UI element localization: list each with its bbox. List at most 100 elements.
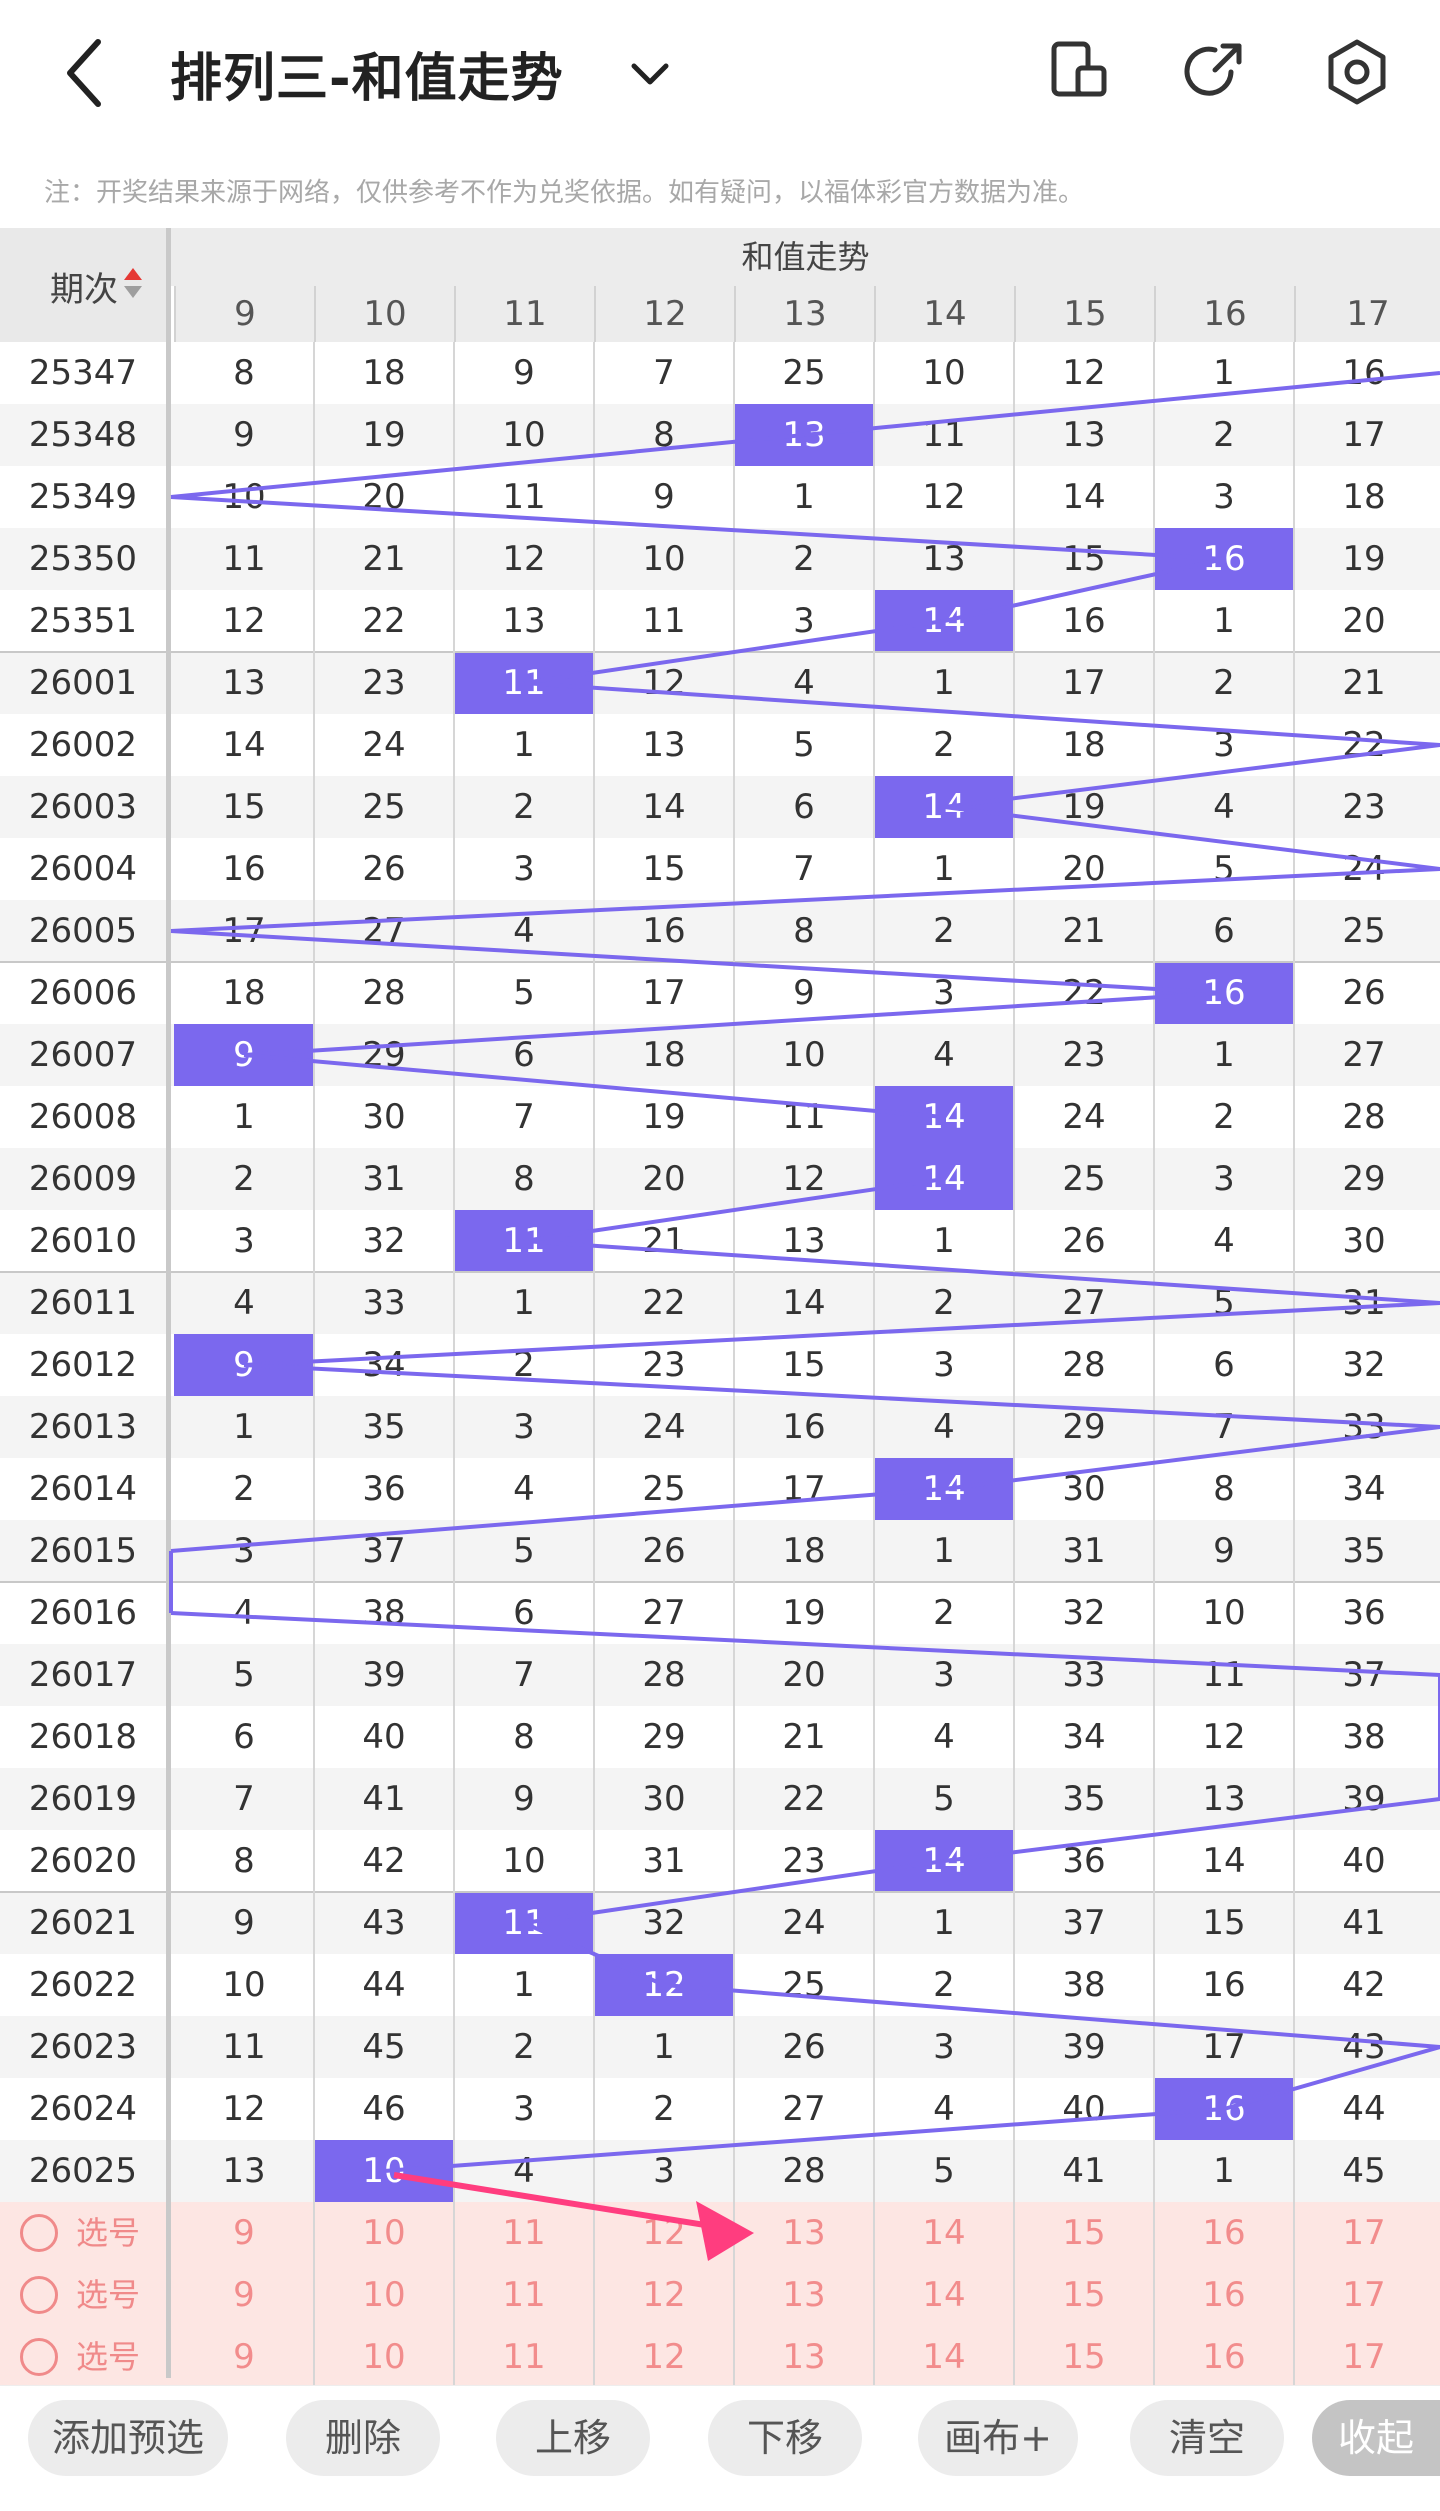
hit-cell: 11 bbox=[454, 1892, 594, 1954]
period-cell: 26022 bbox=[28, 1965, 138, 2005]
miss-cell: 16 bbox=[782, 1407, 826, 1447]
column-header-13: 13 bbox=[734, 286, 874, 342]
miss-cell: 17 bbox=[782, 1469, 826, 1509]
select-number-cell[interactable]: 9 bbox=[233, 2213, 255, 2253]
select-number-cell[interactable]: 11 bbox=[502, 2337, 546, 2377]
select-number-cell[interactable]: 13 bbox=[782, 2337, 826, 2377]
miss-cell: 7 bbox=[513, 1097, 535, 1137]
table-row: 26022 10 44 1 12 25 2 38 16 42 bbox=[0, 1954, 1440, 2016]
clear-button[interactable]: 清空 bbox=[1130, 2400, 1284, 2476]
period-cell: 26014 bbox=[28, 1469, 138, 1509]
collapse-button[interactable]: 收起 bbox=[1312, 2400, 1440, 2476]
miss-cell: 10 bbox=[222, 477, 266, 517]
select-number-cell[interactable]: 15 bbox=[1062, 2275, 1106, 2315]
group-separator bbox=[0, 1581, 1440, 1583]
column-header-17: 17 bbox=[1294, 286, 1440, 342]
miss-cell: 30 bbox=[362, 1097, 406, 1137]
miss-cell: 18 bbox=[1062, 725, 1106, 765]
select-toggle[interactable]: 选号 bbox=[0, 2326, 166, 2388]
select-number-cell[interactable]: 16 bbox=[1202, 2213, 1246, 2253]
select-number-cell[interactable]: 15 bbox=[1062, 2213, 1106, 2253]
period-cell: 26017 bbox=[28, 1655, 138, 1695]
miss-cell: 11 bbox=[502, 477, 546, 517]
select-number-cell[interactable]: 15 bbox=[1062, 2337, 1106, 2377]
miss-cell: 10 bbox=[1202, 1593, 1246, 1633]
miss-cell: 26 bbox=[642, 1531, 686, 1571]
miss-cell: 13 bbox=[222, 663, 266, 703]
period-cell: 26021 bbox=[28, 1903, 138, 1943]
miss-cell: 3 bbox=[513, 1407, 535, 1447]
period-cell: 26003 bbox=[28, 787, 138, 827]
select-toggle[interactable]: 选号 bbox=[0, 2202, 166, 2264]
hit-cell: 10 bbox=[314, 2140, 454, 2202]
select-number-cell[interactable]: 10 bbox=[362, 2213, 406, 2253]
select-number-cell[interactable]: 14 bbox=[922, 2337, 966, 2377]
miss-cell: 26 bbox=[782, 2027, 826, 2067]
select-number-cell[interactable]: 17 bbox=[1342, 2275, 1386, 2315]
share-icon[interactable] bbox=[1175, 32, 1255, 112]
miss-cell: 2 bbox=[793, 539, 815, 579]
miss-cell: 24 bbox=[782, 1903, 826, 1943]
select-number-cell[interactable]: 16 bbox=[1202, 2337, 1246, 2377]
select-toggle[interactable]: 选号 bbox=[0, 2264, 166, 2326]
miss-cell: 3 bbox=[233, 1221, 255, 1261]
radio-circle-icon[interactable] bbox=[20, 2214, 58, 2252]
miss-cell: 4 bbox=[513, 2151, 535, 2191]
miss-cell: 1 bbox=[1213, 601, 1235, 641]
chevron-down-icon[interactable] bbox=[620, 44, 680, 104]
phone-screen-icon[interactable] bbox=[1040, 32, 1120, 112]
period-cell: 26008 bbox=[28, 1097, 138, 1137]
table-row: 26008 1 30 7 19 11 14 24 2 28 bbox=[0, 1086, 1440, 1148]
settings-icon[interactable] bbox=[1317, 32, 1397, 112]
back-arrow-icon[interactable] bbox=[50, 28, 120, 118]
miss-cell: 37 bbox=[1062, 1903, 1106, 1943]
miss-cell: 18 bbox=[222, 973, 266, 1013]
select-number-cell[interactable]: 13 bbox=[782, 2213, 826, 2253]
select-number-cell[interactable]: 14 bbox=[922, 2275, 966, 2315]
miss-cell: 4 bbox=[233, 1283, 255, 1323]
select-number-cell[interactable]: 10 bbox=[362, 2275, 406, 2315]
miss-cell: 3 bbox=[653, 2151, 675, 2191]
select-number-cell[interactable]: 12 bbox=[642, 2213, 686, 2253]
period-header[interactable]: 期次 bbox=[0, 228, 168, 342]
select-number-cell[interactable]: 10 bbox=[362, 2337, 406, 2377]
miss-cell: 1 bbox=[233, 1407, 255, 1447]
column-grid-line bbox=[313, 342, 315, 2388]
miss-cell: 8 bbox=[513, 1159, 535, 1199]
canvas-plus-button[interactable]: 画布+ bbox=[918, 2400, 1078, 2476]
miss-cell: 22 bbox=[1342, 725, 1386, 765]
miss-cell: 29 bbox=[642, 1717, 686, 1757]
delete-button[interactable]: 删除 bbox=[286, 2400, 440, 2476]
miss-cell: 44 bbox=[1342, 2089, 1386, 2129]
select-number-cell[interactable]: 9 bbox=[233, 2337, 255, 2377]
select-number-cell[interactable]: 11 bbox=[502, 2275, 546, 2315]
select-number-cell[interactable]: 17 bbox=[1342, 2213, 1386, 2253]
select-number-cell[interactable]: 11 bbox=[502, 2213, 546, 2253]
miss-cell: 5 bbox=[933, 1779, 955, 1819]
radio-circle-icon[interactable] bbox=[20, 2276, 58, 2314]
column-grid-line bbox=[593, 342, 595, 2388]
select-number-cell[interactable]: 16 bbox=[1202, 2275, 1246, 2315]
miss-cell: 12 bbox=[922, 477, 966, 517]
miss-cell: 28 bbox=[1062, 1345, 1106, 1385]
select-number-cell[interactable]: 17 bbox=[1342, 2337, 1386, 2377]
select-number-cell[interactable]: 12 bbox=[642, 2275, 686, 2315]
table-row: 26002 14 24 1 13 5 2 18 3 22 bbox=[0, 714, 1440, 776]
miss-cell: 21 bbox=[642, 1221, 686, 1261]
miss-cell: 41 bbox=[1062, 2151, 1106, 2191]
miss-cell: 41 bbox=[1342, 1903, 1386, 1943]
miss-cell: 14 bbox=[642, 787, 686, 827]
move-up-button[interactable]: 上移 bbox=[496, 2400, 650, 2476]
select-number-cell[interactable]: 9 bbox=[233, 2275, 255, 2315]
column-header-15: 15 bbox=[1014, 286, 1154, 342]
radio-circle-icon[interactable] bbox=[20, 2338, 58, 2376]
select-number-cell[interactable]: 12 bbox=[642, 2337, 686, 2377]
page-title[interactable]: 排列三-和值走势 bbox=[170, 49, 564, 109]
miss-cell: 7 bbox=[793, 849, 815, 889]
miss-cell: 27 bbox=[362, 911, 406, 951]
select-number-cell[interactable]: 13 bbox=[782, 2275, 826, 2315]
move-down-button[interactable]: 下移 bbox=[708, 2400, 862, 2476]
miss-cell: 18 bbox=[362, 353, 406, 393]
add-preselect-button[interactable]: 添加预选 bbox=[28, 2400, 228, 2476]
select-number-cell[interactable]: 14 bbox=[922, 2213, 966, 2253]
